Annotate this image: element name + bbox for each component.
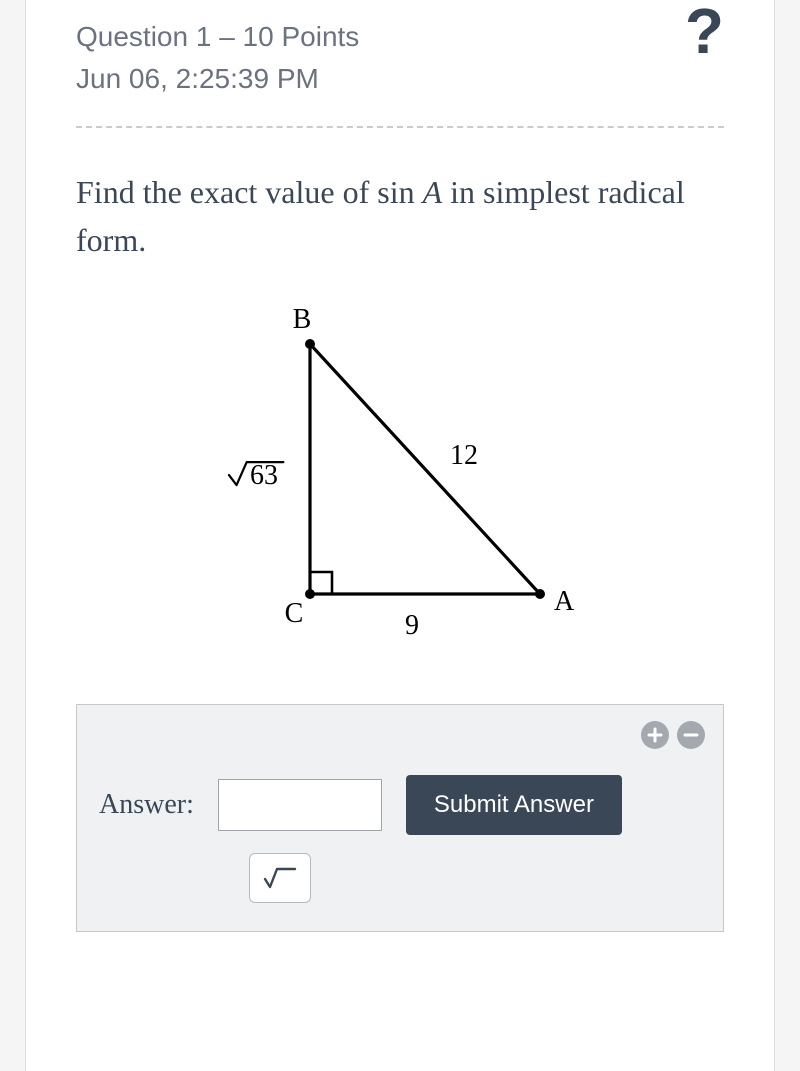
- svg-text:A: A: [554, 586, 575, 617]
- svg-text:B: B: [293, 304, 312, 335]
- question-text: Find the exact value of sin A in simples…: [76, 168, 724, 264]
- panel-controls: [641, 721, 705, 749]
- answer-input[interactable]: [218, 779, 382, 831]
- remove-field-button[interactable]: [677, 721, 705, 749]
- help-icon[interactable]: ?: [685, 6, 724, 57]
- question-trig: sin: [377, 174, 414, 210]
- svg-text:9: 9: [405, 610, 419, 641]
- question-label: Question 1 – 10 Points: [76, 16, 359, 58]
- header-text: Question 1 – 10 Points Jun 06, 2:25:39 P…: [76, 16, 359, 100]
- add-field-button[interactable]: [641, 721, 669, 749]
- question-var: A: [423, 174, 443, 210]
- timestamp: Jun 06, 2:25:39 PM: [76, 58, 359, 100]
- submit-button[interactable]: Submit Answer: [406, 775, 622, 835]
- divider: [76, 126, 724, 128]
- triangle-svg: B C A 63 12 9: [190, 304, 610, 664]
- sqrt-button[interactable]: [249, 853, 311, 903]
- sqrt-row: [249, 853, 701, 903]
- answer-label: Answer:: [99, 789, 194, 821]
- sqrt-icon: [263, 865, 297, 891]
- answer-row: Answer: Submit Answer: [99, 775, 701, 835]
- triangle-diagram: B C A 63 12 9: [76, 304, 724, 664]
- question-card: Question 1 – 10 Points Jun 06, 2:25:39 P…: [25, 0, 775, 1071]
- header-row: Question 1 – 10 Points Jun 06, 2:25:39 P…: [76, 16, 724, 100]
- svg-text:63: 63: [250, 460, 278, 491]
- svg-text:C: C: [285, 598, 304, 629]
- answer-panel: Answer: Submit Answer: [76, 704, 724, 932]
- question-prefix: Find the exact value of: [76, 174, 377, 210]
- svg-text:12: 12: [450, 440, 478, 471]
